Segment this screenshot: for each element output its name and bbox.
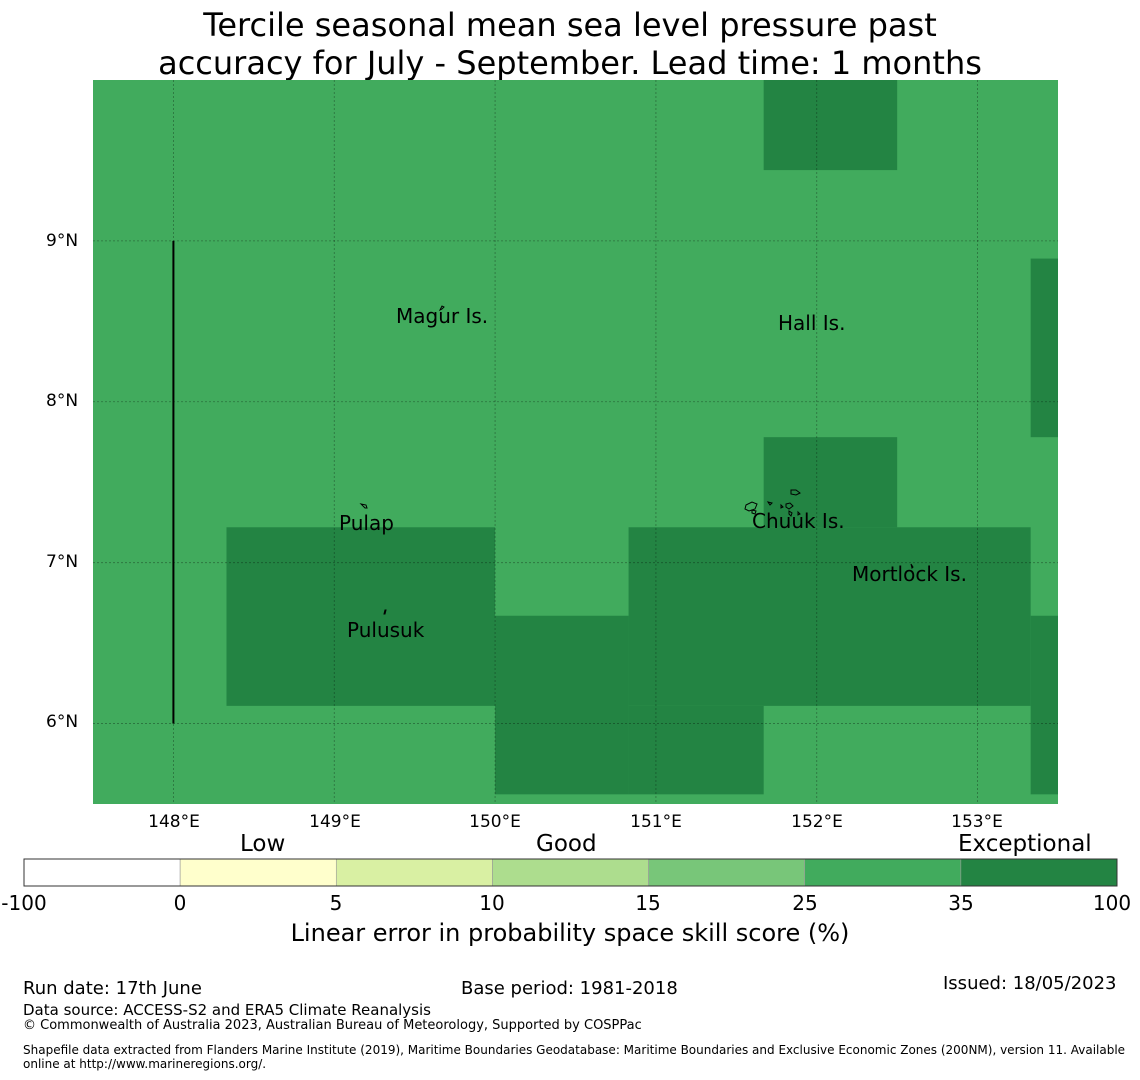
island-coastlines: [359, 305, 914, 615]
exceptional-cell-4: [226, 527, 496, 706]
colorbar-segment-2: [179, 858, 337, 887]
exceptional-cell-5: [628, 527, 1031, 706]
data-source: Data source: ACCESS-S2 and ERA5 Climate …: [23, 1001, 431, 1019]
run-date: Run date: 17th June: [23, 978, 202, 999]
exceptional-cell-3: [763, 437, 898, 528]
y-tick-7n: 7°N: [46, 552, 79, 572]
chuuk-islands-outline: [744, 489, 801, 517]
pulusuk-island-outline: [383, 609, 387, 615]
exceptional-cell-8: [1030, 615, 1058, 795]
exceptional-cell-7: [628, 705, 764, 795]
colorbar-tick-25: 25: [792, 891, 818, 915]
colorbar-segment-3: [335, 858, 493, 887]
colorbar-segment-1: [23, 858, 181, 887]
map-title-line-1: Tercile seasonal mean sea level pressure…: [203, 6, 937, 44]
map-title: Tercile seasonal mean sea level pressure…: [0, 6, 1140, 82]
base-period: Base period: 1981-2018: [461, 978, 678, 999]
colorbar-tick-100: 100: [1092, 891, 1132, 915]
colorbar-frame: [23, 858, 1118, 887]
map-title-line-2: accuracy for July - September. Lead time…: [158, 44, 982, 82]
x-tick-150e: 150°E: [469, 812, 521, 832]
colorbar-segment-6: [804, 858, 962, 887]
exceptional-cells: [226, 80, 1058, 795]
exceptional-cell-6: [495, 615, 629, 795]
colorbar-tick-0: 0: [173, 891, 187, 915]
colorbar-tick-35: 35: [948, 891, 974, 915]
x-tick-149e: 149°E: [309, 812, 361, 832]
colorbar-category-good: Good: [536, 831, 597, 857]
place-label-magur: Magur Is.: [396, 304, 489, 328]
y-tick-9n: 9°N: [46, 231, 79, 251]
shapefile-credit-line-2: online at http://www.marineregions.org/.: [23, 1057, 267, 1071]
place-label-mortlock: Mortlock Is.: [852, 562, 967, 586]
colorbar-tick-15: 15: [635, 891, 661, 915]
colorbar: [23, 858, 1118, 887]
place-label-hall: Hall Is.: [778, 311, 846, 335]
x-tick-151e: 151°E: [630, 812, 682, 832]
colorbar-tick-10: 10: [479, 891, 505, 915]
magur-island-outline: [438, 305, 445, 312]
colorbar-segment-7: [960, 858, 1118, 887]
exceptional-cell-1: [763, 80, 898, 171]
colorbar-category-exceptional: Exceptional: [958, 831, 1092, 857]
shapefile-credit-line-1: Shapefile data extracted from Flanders M…: [23, 1043, 1126, 1057]
place-label-chuuk: Chuuk Is.: [752, 509, 845, 533]
issued-date: Issued: 18/05/2023: [943, 973, 1117, 994]
place-label-pulusuk: Pulusuk: [347, 618, 425, 642]
pulap-island-outline: [359, 503, 368, 509]
y-tick-8n: 8°N: [46, 391, 79, 411]
mortlock-island-outline: [910, 563, 914, 569]
colorbar-segment-5: [648, 858, 806, 887]
colorbar-segment-4: [492, 858, 649, 887]
copyright: © Commonwealth of Australia 2023, Austra…: [23, 1018, 642, 1033]
y-tick-6n: 6°N: [46, 712, 79, 732]
colorbar-tick-5: 5: [329, 891, 343, 915]
x-tick-153e: 153°E: [951, 812, 1003, 832]
x-tick-152e: 152°E: [791, 812, 843, 832]
colorbar-label: Linear error in probability space skill …: [290, 919, 850, 947]
exceptional-cell-2: [1030, 258, 1058, 438]
colorbar-tick-minus-100: -100: [1, 891, 47, 915]
place-label-pulap: Pulap: [339, 511, 394, 535]
colorbar-category-low: Low: [240, 831, 286, 857]
x-tick-148e: 148°E: [148, 812, 200, 832]
